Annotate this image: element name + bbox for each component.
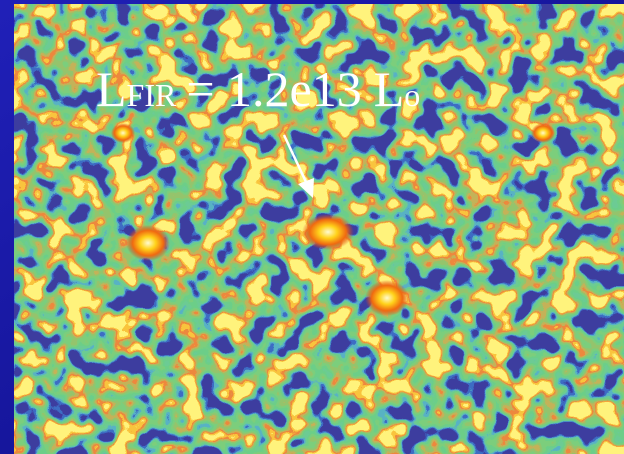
source-blob [365, 280, 409, 316]
value: = 1.2e13 [186, 61, 361, 117]
sky-map-view: LFIR= 1.2e13Lo [0, 0, 624, 454]
source-blob [126, 225, 170, 261]
subscript: FIR [127, 77, 177, 113]
symbol: L [96, 61, 127, 117]
unit: L [374, 61, 405, 117]
source-blob [531, 123, 555, 143]
source-blob [111, 123, 135, 143]
page: LFIR= 1.2e13Lo (() => { const data = JSO… [0, 0, 624, 454]
source-blob [302, 214, 354, 250]
unit-subscript: o [404, 77, 420, 113]
